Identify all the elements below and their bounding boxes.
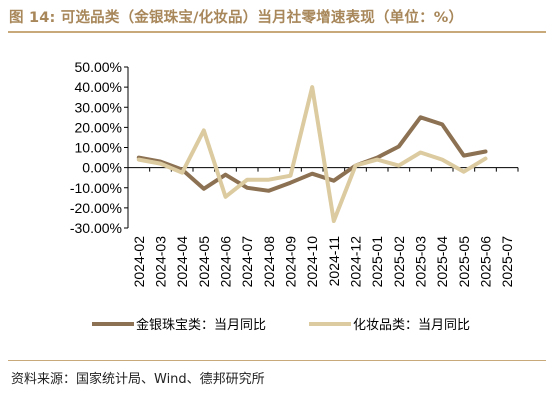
legend-label-2: 化妆品类：当月同比 — [353, 318, 470, 333]
x-tick-label: 2024-07 — [239, 236, 255, 288]
y-tick-label: 40.00% — [75, 79, 122, 95]
x-tick-label: 2024-10 — [304, 236, 320, 288]
y-axis: 50.00% 40.00% 30.00% 20.00% 10.00% 0.00% -10.0… — [70, 59, 129, 236]
x-tick-label: 2024-11 — [326, 236, 342, 287]
x-tick-label: 2025-07 — [499, 236, 515, 288]
x-tick-label: 2025-06 — [478, 236, 494, 288]
y-tick-label: 0.00% — [82, 160, 122, 176]
x-tick-label: 2025-01 — [369, 236, 385, 288]
x-tick-label: 2024-05 — [196, 236, 212, 288]
figure-title: 图 14: 可选品类（金银珠宝/化妆品）当月社零增速表现（单位：%） — [9, 10, 464, 26]
x-tick-label: 2024-04 — [174, 236, 190, 288]
title-divider — [8, 31, 546, 33]
x-axis: 2024-02 2024-03 2024-04 2024-05 2024-06 2024-… — [127, 167, 519, 288]
series-layer — [136, 85, 488, 223]
x-tick-label: 2025-04 — [434, 236, 450, 288]
y-tick-label: -10.00% — [70, 180, 122, 196]
legend: 金银珠宝类：当月同比 化妆品类：当月同比 — [92, 317, 470, 333]
x-tick-label: 2025-05 — [456, 236, 472, 288]
source-note: 资料来源：国家统计局、Wind、德邦研究所 — [11, 372, 265, 387]
y-tick-label: 50.00% — [75, 59, 122, 75]
y-tick-label: 30.00% — [75, 99, 122, 115]
x-tick-label: 2024-12 — [348, 236, 364, 288]
series-line-1 — [136, 115, 488, 193]
y-tick-label: -20.00% — [70, 200, 122, 216]
x-tick-label: 2025-02 — [391, 236, 407, 288]
source-divider — [8, 360, 546, 361]
x-tick-label: 2024-02 — [131, 236, 147, 288]
x-tick-label: 2024-06 — [218, 236, 234, 288]
x-tick-label: 2024-03 — [153, 236, 169, 288]
y-tick-label: -30.00% — [70, 220, 122, 236]
x-tick-label: 2025-03 — [413, 236, 429, 288]
series-line-2 — [136, 85, 488, 223]
y-tick-label: 10.00% — [75, 140, 122, 156]
y-tick-label: 20.00% — [75, 119, 122, 135]
legend-label-1: 金银珠宝类：当月同比 — [136, 317, 266, 333]
x-tick-label: 2024-09 — [283, 236, 299, 288]
x-tick-label: 2024-08 — [261, 236, 277, 288]
